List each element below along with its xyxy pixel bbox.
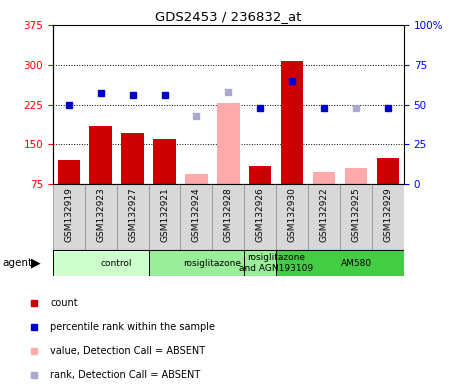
Text: rank, Detection Call = ABSENT: rank, Detection Call = ABSENT [50, 370, 201, 380]
Bar [345, 168, 367, 184]
Bar [281, 61, 303, 184]
Text: GSM132930: GSM132930 [288, 188, 297, 242]
Bar [180, 184, 213, 250]
Bar [53, 184, 85, 250]
Bar [117, 184, 149, 250]
Bar [149, 184, 180, 250]
Text: GSM132921: GSM132921 [160, 188, 169, 242]
Text: GDS2453 / 236832_at: GDS2453 / 236832_at [155, 10, 302, 23]
Text: GSM132926: GSM132926 [256, 188, 265, 242]
Bar [122, 133, 144, 184]
Text: AM580: AM580 [341, 258, 372, 268]
Bar [53, 250, 149, 276]
Bar [57, 161, 80, 184]
Bar [340, 184, 372, 250]
Bar [217, 103, 240, 184]
Text: control: control [101, 258, 132, 268]
Text: GSM132919: GSM132919 [64, 188, 73, 242]
Text: count: count [50, 298, 78, 308]
Bar [213, 184, 244, 250]
Bar [313, 172, 335, 184]
Bar [249, 166, 271, 184]
Bar [185, 174, 207, 184]
Bar [372, 184, 404, 250]
Text: GSM132928: GSM132928 [224, 188, 233, 242]
Text: GSM132925: GSM132925 [352, 188, 360, 242]
Text: value, Detection Call = ABSENT: value, Detection Call = ABSENT [50, 346, 206, 356]
Bar [308, 184, 340, 250]
Bar [85, 184, 117, 250]
Text: ▶: ▶ [31, 257, 41, 270]
Bar [276, 250, 404, 276]
Bar [276, 184, 308, 250]
Text: GSM132924: GSM132924 [192, 188, 201, 242]
Bar [244, 250, 276, 276]
Bar [90, 126, 112, 184]
Bar [377, 158, 399, 184]
Text: rosiglitazone: rosiglitazone [184, 258, 241, 268]
Text: rosiglitazone
and AGN193109: rosiglitazone and AGN193109 [239, 253, 313, 273]
Text: GSM132923: GSM132923 [96, 188, 105, 242]
Text: GSM132929: GSM132929 [383, 188, 392, 242]
Bar [153, 139, 176, 184]
Text: GSM132922: GSM132922 [319, 188, 329, 242]
Bar [149, 250, 244, 276]
Text: agent: agent [2, 258, 33, 268]
Text: percentile rank within the sample: percentile rank within the sample [50, 322, 215, 332]
Text: GSM132927: GSM132927 [128, 188, 137, 242]
Bar [244, 184, 276, 250]
